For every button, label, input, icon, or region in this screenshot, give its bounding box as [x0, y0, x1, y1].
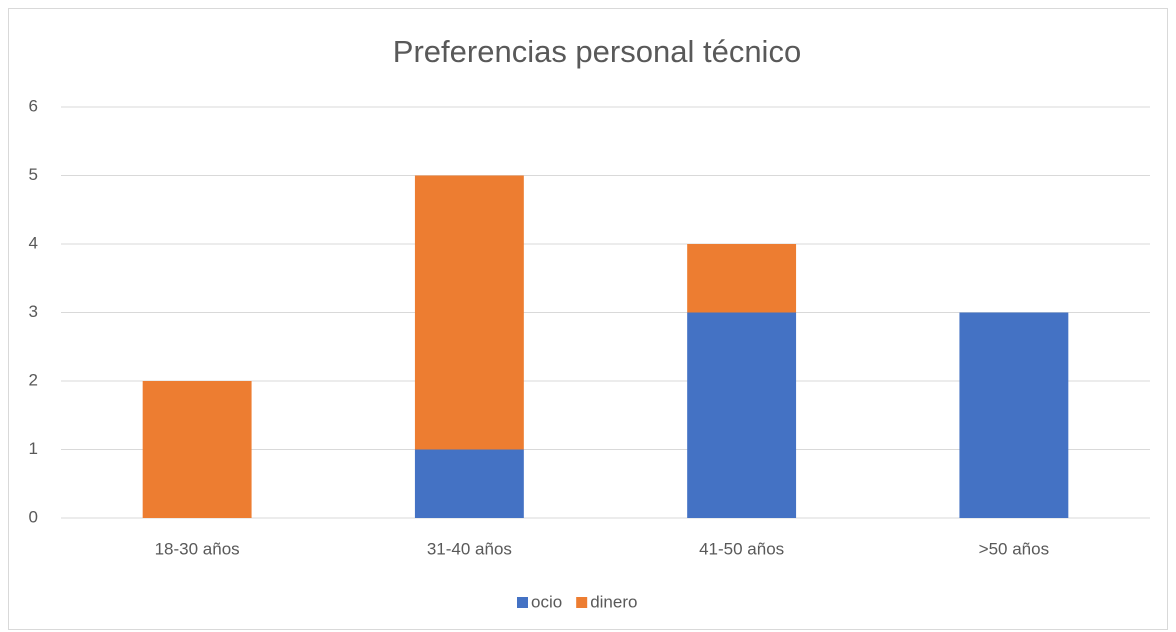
y-tick-label: 4 — [29, 233, 38, 252]
bar-segment — [687, 312, 797, 518]
chart-title: Preferencias personal técnico — [393, 34, 801, 69]
legend-swatch — [576, 597, 588, 608]
bar-segment — [142, 381, 252, 518]
legend-label: ocio — [531, 592, 562, 611]
y-tick-label: 3 — [29, 302, 38, 321]
legend-swatch — [517, 597, 528, 608]
bar-segment — [687, 244, 797, 313]
legend-label: dinero — [590, 592, 637, 611]
bar-segment — [414, 449, 524, 518]
y-tick-label: 0 — [29, 507, 38, 526]
y-tick-label: 1 — [29, 439, 38, 458]
y-tick-label: 2 — [29, 370, 38, 389]
y-tick-label: 6 — [29, 96, 38, 115]
x-tick-label: 31-40 años — [427, 539, 512, 558]
bar-segment — [959, 312, 1069, 518]
y-tick-label: 5 — [29, 165, 38, 184]
x-tick-label: 18-30 años — [155, 539, 240, 558]
x-tick-label: >50 años — [979, 539, 1049, 558]
x-tick-label: 41-50 años — [699, 539, 784, 558]
bar-segment — [414, 175, 524, 450]
